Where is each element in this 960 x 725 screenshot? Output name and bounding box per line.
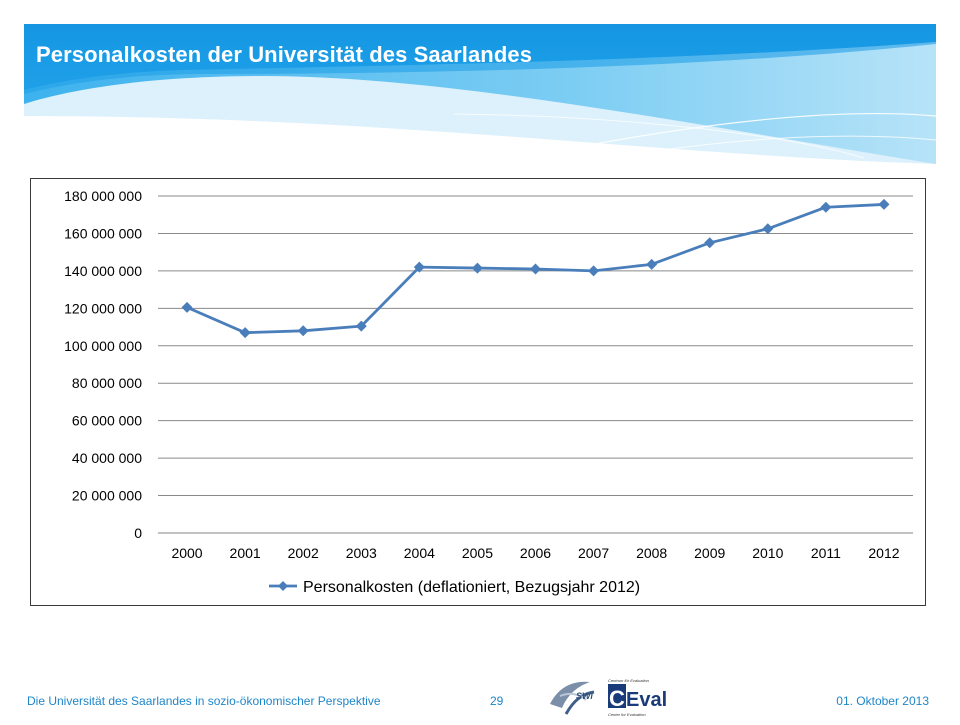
x-tick-label: 2005 [462,545,493,561]
footer-date: 01. Oktober 2013 [836,694,929,708]
data-point-marker [297,325,309,337]
data-point-marker [704,237,716,249]
data-point-marker [239,327,251,339]
x-tick-label: 2007 [578,545,609,561]
footer-page-number: 29 [490,694,504,708]
y-tick-label: 0 [134,525,142,541]
data-point-marker [471,262,483,274]
x-tick-label: 2009 [694,545,725,561]
data-point-marker [181,301,193,313]
y-axis-tick-labels: 0 20 000 000 40 000 000 60 000 000 80 000 00… [64,188,142,541]
data-point-marker [878,198,890,210]
header-wave-graphic [24,24,936,164]
data-point-marker [413,261,425,273]
legend: Personalkosten (deflationiert, Bezugsjah… [269,579,640,596]
ceval-top-caption: Centrum für Evaluation [608,678,650,683]
grid-lines [158,195,913,534]
x-tick-label: 2012 [868,545,899,561]
y-tick-label: 60 000 000 [72,413,142,429]
ceval-bottom-caption: Center for Evaluation [608,712,646,717]
y-tick-label: 80 000 000 [72,375,142,391]
x-tick-label: 2008 [636,545,667,561]
chart-frame: 0 20 000 000 40 000 000 60 000 000 80 000 00… [30,178,926,606]
legend-label: Personalkosten (deflationiert, Bezugsjah… [303,579,640,596]
x-axis-tick-labels: 2000 2001 2002 2003 2004 2005 2006 2007 2008 2009… [171,545,899,561]
x-tick-label: 2004 [404,545,435,561]
y-tick-label: 180 000 000 [64,188,142,204]
data-point-marker [355,320,367,332]
x-tick-label: 2001 [230,545,261,561]
data-point-marker [646,258,658,270]
legend-marker-swatch [278,581,288,591]
data-point-marker [588,265,600,277]
y-tick-label: 100 000 000 [64,338,142,354]
swi-logo: SWi [550,681,595,715]
footer-presentation-title: Die Universität des Saarlandes in sozio-… [27,694,381,708]
x-tick-label: 2000 [171,545,202,561]
y-tick-label: 120 000 000 [64,300,142,316]
ceval-logo-text: Eval [626,689,667,711]
data-point-marker [762,223,774,235]
swi-logo-text: SWi [576,691,593,701]
series-layer [181,198,890,339]
slide-header-banner: Personalkosten der Universität des Saarl… [24,24,936,164]
x-tick-label: 2003 [346,545,377,561]
svg-text:C: C [609,686,625,711]
ceval-logo: Centrum für Evaluation C Eval Center for… [608,678,667,717]
data-point-marker [820,201,832,213]
x-tick-label: 2010 [752,545,783,561]
line-chart: 0 20 000 000 40 000 000 60 000 000 80 000 00… [64,188,913,596]
y-tick-label: 20 000 000 [72,488,142,504]
x-tick-label: 2006 [520,545,551,561]
data-point-marker [530,263,541,275]
slide-title: Personalkosten der Universität des Saarl… [36,42,533,67]
y-tick-label: 160 000 000 [64,225,142,241]
x-tick-label: 2011 [811,545,841,561]
y-tick-label: 140 000 000 [64,263,142,279]
y-tick-label: 40 000 000 [72,450,142,466]
partner-logos: SWi Centrum für Evaluation C Eval Center… [546,674,676,720]
x-tick-label: 2002 [288,545,319,561]
